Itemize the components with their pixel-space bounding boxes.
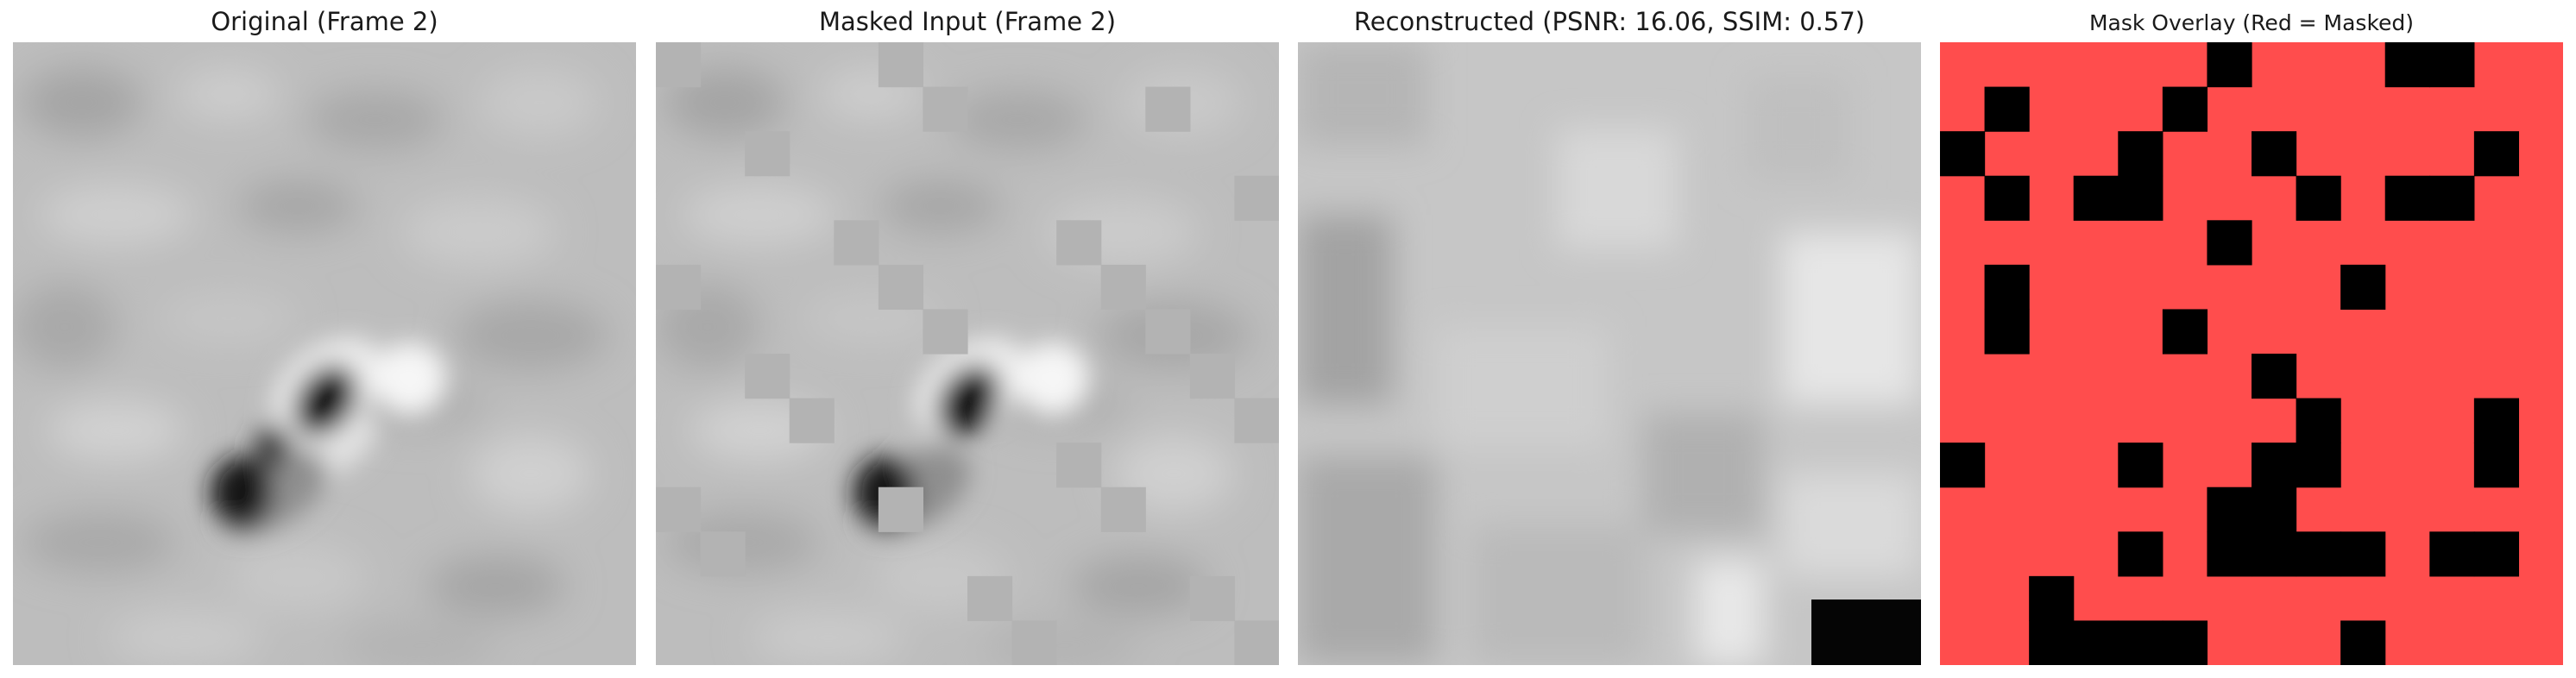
visible-patch [2118,131,2163,177]
image-masked [656,42,1279,665]
visible-patch [2252,531,2297,577]
masked-patch [1234,620,1279,665]
visible-patch [1984,264,2030,311]
masked-patch [923,309,968,355]
masked-patch [789,398,835,443]
visible-patch [2207,487,2252,532]
image-overlay [1940,42,2563,665]
visible-patch [2340,264,2386,311]
masked-patch [656,264,702,311]
visible-patch [1984,309,2030,355]
masked-patch [923,86,968,132]
visible-patch [2340,620,2386,665]
visible-patch [1984,86,2030,132]
visible-patch [2429,175,2475,221]
visible-patch [2340,531,2386,577]
masked-patch [745,131,790,177]
visible-patch [2384,175,2430,221]
masked-patch [1100,487,1146,532]
visible-patch [2252,354,2297,399]
visible-patch [2118,531,2163,577]
visible-patch [2118,175,2163,221]
visible-patch [2207,42,2252,88]
masked-patch [1189,354,1236,399]
panel-title-reconstructed: Reconstructed (PSNR: 16.06, SSIM: 0.57) [1353,7,1866,36]
panel-title-original: Original (Frame 2) [211,7,438,36]
visible-patch [1940,443,1986,488]
visible-patch [2429,531,2475,577]
panel-overlay: Mask Overlay (Red = Masked) [1940,0,2563,678]
visible-patch [2073,175,2119,221]
visible-patch [2296,443,2341,488]
visible-patch [2252,487,2297,532]
visible-patch [2252,443,2297,488]
panel-title-overlay: Mask Overlay (Red = Masked) [2088,10,2415,35]
visible-patch [2473,131,2520,177]
visible-patch [2162,620,2208,665]
visible-patch [2029,620,2075,665]
visible-patch [2429,42,2475,88]
masked-patch [1145,309,1191,355]
panel-masked: Masked Input (Frame 2) [656,0,1279,678]
masked-patch [1189,575,1236,622]
panel-title-masked: Masked Input (Frame 2) [818,7,1117,36]
masked-patch [1056,220,1102,266]
visible-patch [2118,620,2163,665]
visible-patch [2162,86,2208,132]
visible-patch [2296,175,2341,221]
masked-patch [1234,175,1279,221]
masked-patch [745,354,790,399]
masked-patch [878,264,924,311]
masked-patch [1234,398,1279,443]
visible-patch-layer [1940,42,2520,665]
masked-patch [1056,443,1102,488]
masked-patch [700,531,746,577]
panel-reconstructed: Reconstructed (PSNR: 16.06, SSIM: 0.57) [1298,0,1921,678]
masked-patch [878,42,924,88]
image-original [13,42,636,665]
masked-patch [1145,86,1191,132]
visible-patch [1984,175,2030,221]
visible-patch [2384,42,2430,88]
masked-patch-layer [656,42,1279,665]
visible-patch [2073,620,2119,665]
visible-patch [2296,531,2341,577]
masked-patch [1100,264,1146,311]
masked-patch [1011,620,1057,665]
visible-patch [2162,309,2208,355]
image-reconstructed [1298,42,1921,665]
visible-patch [2473,398,2520,443]
visible-patch [2118,443,2163,488]
panel-original: Original (Frame 2) [13,0,636,678]
masked-patch [878,487,924,532]
visible-patch [2252,131,2297,177]
visible-patch [2207,220,2252,266]
visible-patch [2296,398,2341,443]
visible-patch [1940,131,1986,177]
visible-patch [2473,443,2520,488]
visible-patch [2473,531,2520,577]
masked-patch [656,42,702,88]
visible-patch [2207,531,2252,577]
masked-patch [967,575,1013,622]
masked-patch [656,487,702,532]
masked-patch [834,220,879,266]
visible-patch [2029,575,2075,622]
